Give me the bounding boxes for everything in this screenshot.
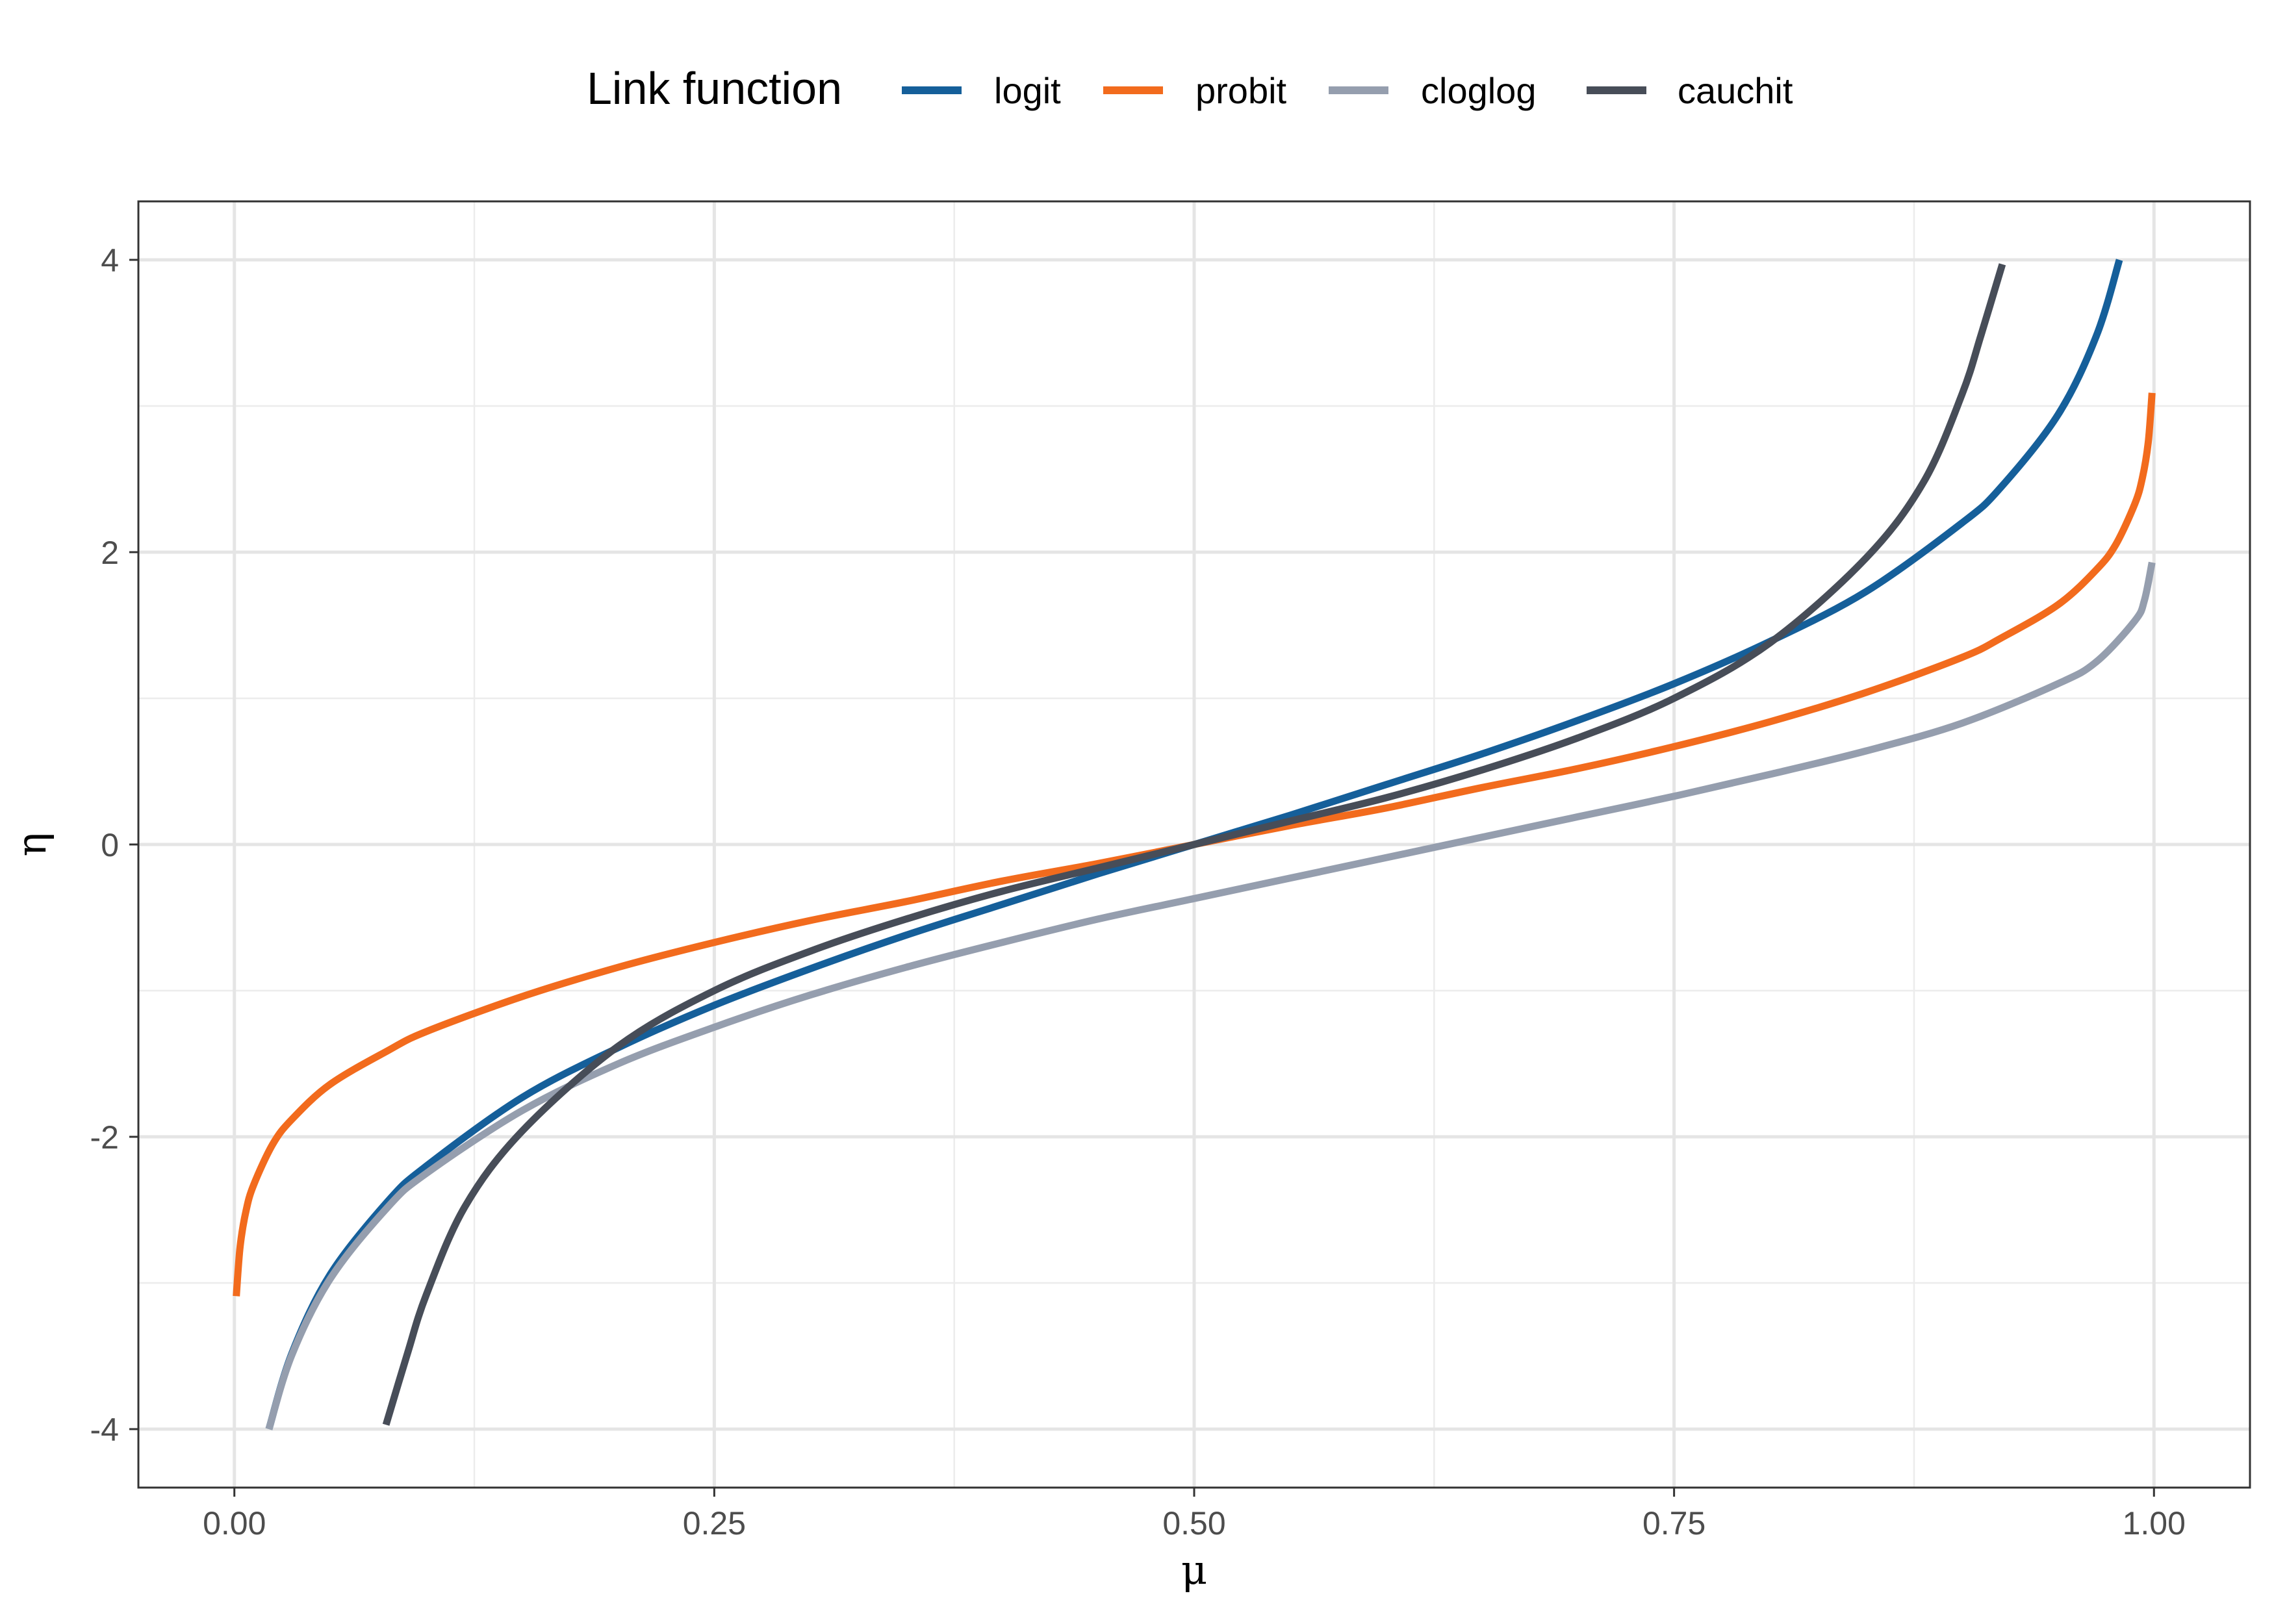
plot-grid: [138, 201, 2250, 1488]
plot-curves: [233, 259, 2156, 1430]
x-tick-label: 0.00: [203, 1505, 266, 1542]
y-tick-label: -2: [90, 1119, 119, 1156]
legend-title: Link function: [587, 63, 842, 114]
legend: Link function logit probit cloglog cauchit: [587, 63, 1793, 114]
y-tick-label: 0: [101, 827, 119, 863]
plot-axes: 0.00 0.25 0.50 0.75 1.00 -4 -2 0 2 4: [90, 242, 2186, 1542]
x-axis-title: μ: [1181, 1546, 1207, 1593]
legend-label-cauchit: cauchit: [1678, 70, 1793, 111]
legend-label-cloglog: cloglog: [1421, 70, 1536, 111]
series-line-cauchit: [382, 263, 2006, 1426]
x-tick-label: 1.00: [2123, 1505, 2186, 1542]
x-tick-label: 0.75: [1642, 1505, 1706, 1542]
legend-label-probit: probit: [1195, 70, 1287, 111]
x-tick-label: 0.50: [1162, 1505, 1225, 1542]
series-line-cloglog: [265, 561, 2156, 1430]
x-tick-label: 0.25: [683, 1505, 746, 1542]
y-tick-label: 4: [101, 242, 119, 279]
y-axis-title: η: [8, 832, 55, 856]
y-tick-label: -4: [90, 1412, 119, 1448]
y-tick-label: 2: [101, 535, 119, 571]
legend-label-logit: logit: [994, 70, 1061, 111]
